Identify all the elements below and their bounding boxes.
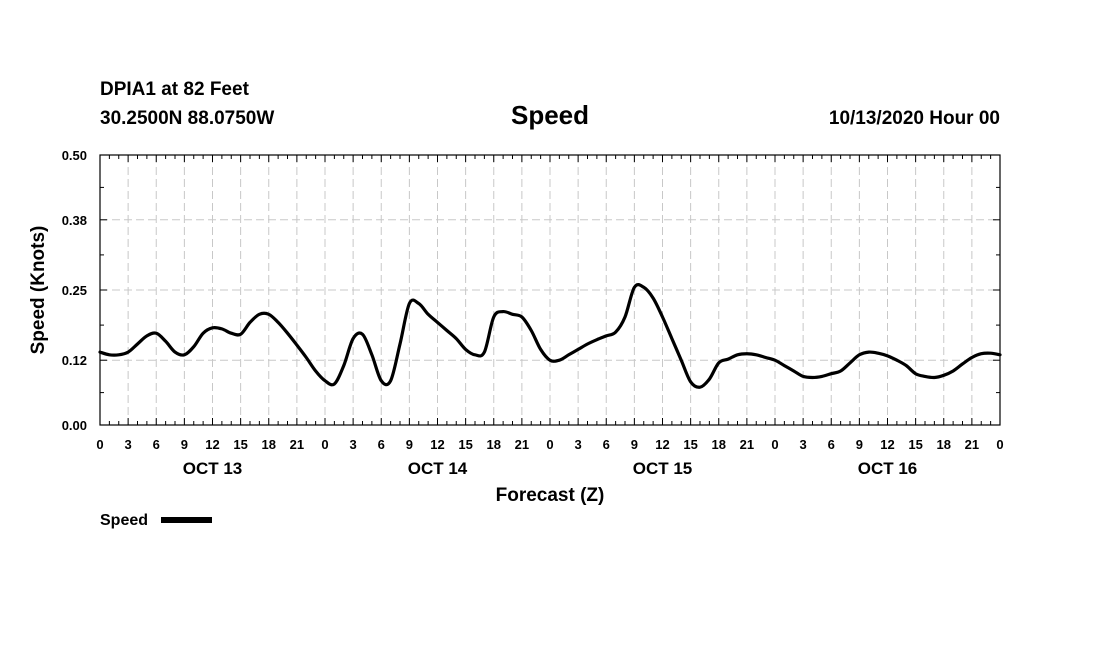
y-tick-label: 0.00 <box>62 418 87 433</box>
x-tick-label: 9 <box>856 437 863 452</box>
day-labels: OCT 13 OCT 14 OCT 15 OCT 16 <box>183 459 918 478</box>
x-axis-label: Forecast (Z) <box>496 485 605 506</box>
y-tick-labels: 0.00 0.12 0.25 0.38 0.50 <box>62 148 87 433</box>
y-axis-label: Speed (Knots) <box>28 226 49 355</box>
x-tick-label: 21 <box>965 437 979 452</box>
x-tick-label: 6 <box>378 437 385 452</box>
x-tick-label: 21 <box>290 437 304 452</box>
x-tick-label: 9 <box>181 437 188 452</box>
datetime-label: 10/13/2020 Hour 00 <box>829 108 1000 129</box>
x-tick-label: 0 <box>996 437 1003 452</box>
day-label: OCT 13 <box>183 459 243 478</box>
legend: Speed <box>100 512 212 529</box>
x-tick-label: 18 <box>262 437 276 452</box>
x-tick-label: 21 <box>740 437 754 452</box>
legend-swatch <box>161 517 212 523</box>
coordinates-label: 30.2500N 88.0750W <box>100 108 274 129</box>
y-tick-label: 0.50 <box>62 148 87 163</box>
x-tick-label: 0 <box>96 437 103 452</box>
x-tick-label: 12 <box>205 437 219 452</box>
x-tick-label: 18 <box>937 437 951 452</box>
x-tick-label: 0 <box>771 437 778 452</box>
x-tick-label: 3 <box>800 437 807 452</box>
x-tick-label: 18 <box>487 437 501 452</box>
x-tick-label: 3 <box>350 437 357 452</box>
day-label: OCT 15 <box>633 459 693 478</box>
y-tick-label: 0.12 <box>62 353 87 368</box>
legend-label: Speed <box>100 512 148 529</box>
x-tick-label: 12 <box>880 437 894 452</box>
x-tick-label: 9 <box>406 437 413 452</box>
x-tick-label: 18 <box>712 437 726 452</box>
speed-series-line <box>98 283 1002 389</box>
chart-title: Speed <box>511 100 589 130</box>
x-tick-label: 0 <box>321 437 328 452</box>
x-tick-label: 15 <box>233 437 247 452</box>
x-tick-label: 0 <box>546 437 553 452</box>
x-tick-label: 9 <box>631 437 638 452</box>
x-tick-labels: 0 3 6 9 12 15 18 21 0 3 6 9 12 15 18 21 0 3 6 9 12 15 18 21 0 3 6 9… <box>96 437 1003 452</box>
x-tick-label: 6 <box>828 437 835 452</box>
x-tick-label: 15 <box>683 437 697 452</box>
x-tick-label: 3 <box>125 437 132 452</box>
axis-ticks <box>99 154 1001 426</box>
day-label: OCT 16 <box>858 459 918 478</box>
y-tick-label: 0.38 <box>62 213 87 228</box>
x-tick-label: 12 <box>430 437 444 452</box>
x-tick-label: 15 <box>908 437 922 452</box>
x-tick-label: 6 <box>153 437 160 452</box>
y-tick-label: 0.25 <box>62 283 87 298</box>
x-tick-label: 21 <box>515 437 529 452</box>
x-tick-label: 15 <box>458 437 472 452</box>
day-label: OCT 14 <box>408 459 468 478</box>
x-tick-label: 6 <box>603 437 610 452</box>
station-label: DPIA1 at 82 Feet <box>100 79 250 100</box>
x-tick-label: 12 <box>655 437 669 452</box>
x-tick-label: 3 <box>575 437 582 452</box>
gridlines <box>100 155 1000 425</box>
